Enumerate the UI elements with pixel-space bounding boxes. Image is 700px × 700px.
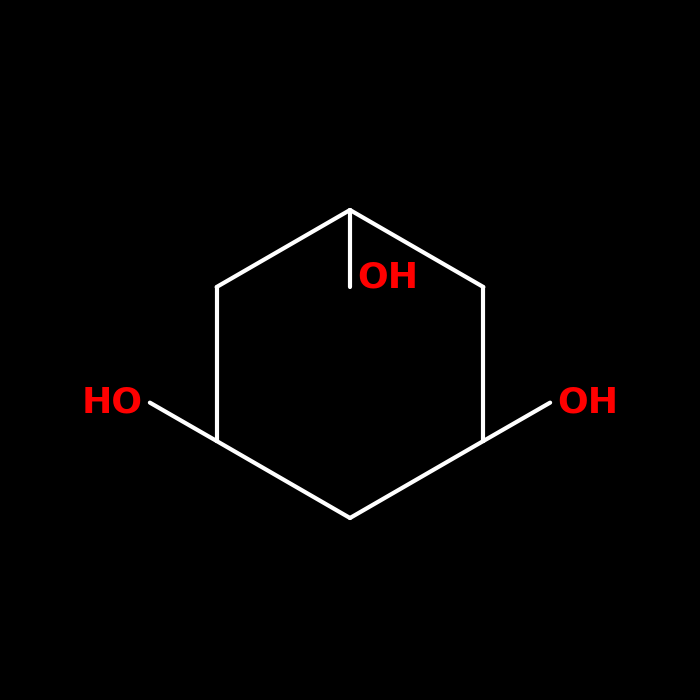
Text: OH: OH <box>357 260 418 294</box>
Text: HO: HO <box>82 386 143 419</box>
Text: OH: OH <box>557 386 618 419</box>
